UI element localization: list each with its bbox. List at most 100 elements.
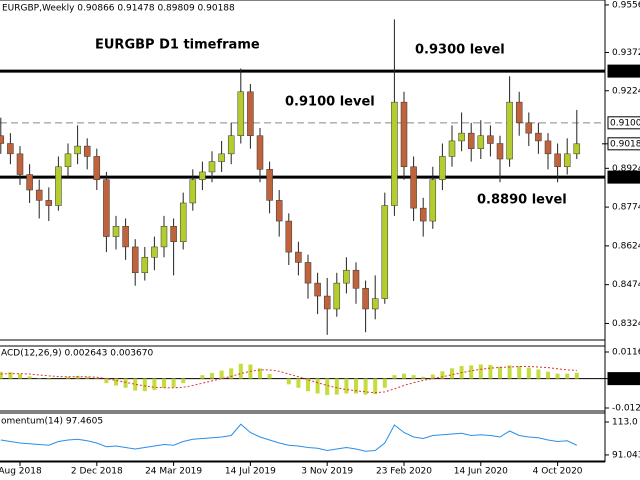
x-tick-label: 4 Oct 2020 [533,467,583,477]
y-tick-label: 91.0431 [612,450,640,460]
y-tick-label: 0.95560 [612,0,640,10]
candle-body [352,269,360,289]
candle-body [237,91,245,136]
macd-bar [219,370,224,379]
candle-body [151,246,158,258]
candle-body [208,161,216,173]
level-label-box [607,64,640,78]
candle-body [314,282,321,297]
y-tick-label: 0.00 [610,374,630,384]
candle-body [55,166,62,206]
candle-body [141,257,149,274]
candle-body [525,122,533,134]
candle-body [333,282,341,310]
macd-bar [229,368,234,379]
candle-body [275,200,283,222]
macd-bar [85,376,90,379]
candle-body [0,135,5,144]
macd-bar [66,376,70,379]
macd-bar [430,374,435,379]
header: EURGBP,Weekly 0.90866 0.91478 0.89809 0.… [2,4,235,14]
annotation: 0.9300 level [415,43,505,58]
signal-line [0,366,577,394]
candle-body [74,145,81,155]
level-label-box [607,170,640,184]
macd-bar [555,373,560,379]
macd-bar [267,374,272,379]
indicator-title: omentum(14) 97.4605 [1,417,103,427]
macd-bar [27,376,32,379]
annotation: 0.9100 level [285,95,375,110]
macd-bar [382,378,387,388]
macd-bar [402,373,406,379]
candle-body [131,246,139,274]
x-tick-label: 24 Mar 2019 [145,467,202,477]
candle-body [544,140,552,155]
candle-body [448,140,456,157]
y-tick-label: -0.01287 [612,404,640,414]
macd-bar [392,375,397,379]
macd-bar [104,378,109,384]
candle-body [496,143,504,160]
candle-body [189,179,197,204]
macd-bar [133,378,138,391]
candle-body [323,295,331,310]
candle-body [247,91,254,136]
candle-body [7,143,14,155]
annotation: EURGBP D1 timeframe [95,38,260,53]
y-tick-label: 0.84740 [612,280,640,290]
y-tick-label: 0.92240 [612,86,640,96]
candle-body [410,166,417,209]
candle-body [554,153,561,168]
macd-bar [315,378,320,394]
x-tick-label: 14 Jun 2020 [454,467,508,477]
y-tick-label: 0.83240 [612,319,640,329]
macd-bar [526,367,531,379]
macd-bar [152,378,157,391]
candle-body [515,101,523,124]
candle-body [170,225,177,242]
candle-body [535,132,542,142]
macd-bar [363,378,368,395]
candle-body [83,145,91,157]
macd-bar [478,364,483,379]
x-tick-label: 3 Nov 2019 [301,467,353,477]
candle-body [122,225,129,248]
candle-body [93,156,101,180]
macd-bar [334,378,339,395]
macd-bar [373,378,378,395]
macd-bar [142,378,147,392]
candle-body [64,153,72,168]
macd-bar [440,371,445,379]
candle-body [26,174,33,191]
macd-bar [517,366,522,379]
y-tick-label: 113.0 [612,418,638,428]
macd-bar [574,372,579,379]
y-tick-label: 0.89240 [612,164,640,174]
candle-body [419,207,427,222]
candle-body [343,269,350,284]
candle-body [362,288,369,310]
level-label-box [607,116,640,130]
y-tick-label-box [607,372,640,386]
candle-body [477,135,485,149]
macd-bar [507,365,512,379]
candle-body [218,153,225,162]
macd-bar [0,371,3,379]
last-price-label-box [607,137,640,151]
candle-body [256,135,264,170]
candle-body [371,298,379,310]
last-price-label: 0.90188 [610,139,640,149]
indicator-title: ACD(12,26,9) 0.002643 0.003670 [1,349,153,359]
candle-body [400,101,408,168]
candle-body [573,143,581,155]
macd-bar [181,378,186,384]
y-tick-label: 0.87740 [612,203,640,213]
momentum-line [0,423,578,452]
candle-body [227,135,235,155]
macd-bar [200,375,205,379]
macd-bar [344,378,349,394]
